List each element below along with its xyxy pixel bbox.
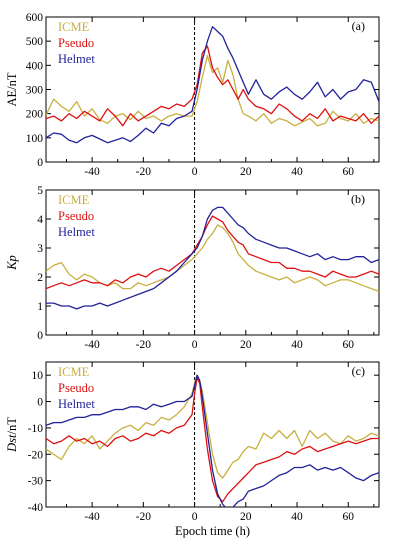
panel-b-ytick-label: 3 [37, 243, 43, 255]
panel-a-xtick-label: 0 [192, 166, 198, 178]
panel-c-legend-helmet: Helmet [58, 397, 95, 411]
panel-c-label: (c) [352, 364, 365, 378]
panel-b-xtick-label: 20 [240, 339, 252, 351]
panel-c-xtick-label: -20 [136, 511, 152, 523]
panel-a-series-helmet [46, 26, 379, 144]
panel-c-xtick-label: 0 [192, 511, 198, 523]
panel-a-ytick-label: 100 [26, 133, 44, 145]
panel-a: (a) AE/nT ICME Pseudo Helmet 01002003004… [5, 12, 380, 178]
panel-b-frame [45, 189, 380, 336]
panel-a-ytick-label: 200 [26, 109, 44, 121]
panel-a-legend-pseudo: Pseudo [58, 36, 94, 50]
panel-c-frame [45, 361, 380, 508]
panel-a-series-pseudo [46, 45, 379, 127]
panel-b-label: (b) [351, 192, 365, 206]
panel-a-legend-helmet: Helmet [58, 52, 95, 66]
panel-c-legend-pseudo: Pseudo [58, 381, 94, 395]
panel-a-ytick-label: 400 [26, 60, 44, 72]
panel-a-ytick-label: 0 [37, 157, 43, 169]
panel-b-xtick-label: 0 [192, 339, 198, 351]
panel-c-xtick-label: 40 [291, 511, 303, 523]
panel-b-series-pseudo [46, 215, 379, 290]
panel-c-series-helmet [46, 374, 379, 507]
panel-a-frame [45, 16, 380, 163]
panel-c-ytick-label: 10 [32, 370, 44, 382]
panel-c-ytick-label: 0 [37, 397, 43, 409]
panel-a-ytick-label: 300 [26, 85, 44, 97]
panel-b-ytick-label: 5 [37, 185, 43, 197]
panel-c-ytick-label: -40 [28, 502, 44, 514]
panel-b-xtick-label: -40 [84, 339, 100, 351]
panel-c-legend: ICME Pseudo Helmet [58, 365, 95, 411]
panel-c: (c) Dst/nT ICME Pseudo Helmet Epoch time… [5, 361, 380, 538]
panel-b-xtick-label: -20 [136, 339, 152, 351]
panel-a-ytick-label: 600 [26, 12, 44, 24]
panel-c-xtick-label: 20 [240, 511, 252, 523]
panel-a-series-icme [46, 55, 379, 127]
panel-b-series-helmet [46, 206, 379, 310]
panel-c-legend-icme: ICME [58, 365, 90, 379]
panel-c-series-pseudo [46, 377, 379, 503]
panel-b-ytick-label: 2 [37, 272, 43, 284]
panel-c-ytick-label: -30 [28, 476, 44, 488]
panel-a-label: (a) [352, 19, 365, 33]
panel-a-xtick-label: -40 [84, 166, 100, 178]
panel-a-legend-icme: ICME [58, 20, 90, 34]
panel-b-legend-helmet: Helmet [58, 225, 95, 239]
panel-c-xtick-label: 60 [343, 511, 355, 523]
panel-b-xtick-label: 60 [343, 339, 355, 351]
panel-c-ytick-label: -20 [28, 449, 44, 461]
panel-a-xtick-label: 60 [343, 166, 355, 178]
panel-a-xtick-label: 40 [291, 166, 303, 178]
panel-a-xtick-label: 20 [240, 166, 252, 178]
panel-b-ytick-label: 1 [37, 301, 43, 313]
panel-c-xtick-label: -40 [84, 511, 100, 523]
panel-b: (b) Kp ICME Pseudo Helmet 0 1 2 3 4 5 -40 -20 0 2… [5, 185, 380, 351]
panel-b-ytick-label: 0 [37, 330, 43, 342]
panel-c-ytick-label: -10 [28, 423, 44, 435]
panel-b-xtick-label: 40 [291, 339, 303, 351]
panel-b-ylabel: Kp [5, 255, 19, 271]
panel-b-ytick-label: 4 [37, 214, 43, 226]
panel-a-ytick-label: 500 [26, 36, 44, 48]
panel-c-series-icme [46, 374, 379, 479]
panel-c-ylabel: Dst/nT [5, 417, 19, 453]
panel-a-ylabel: AE/nT [5, 72, 19, 106]
panel-b-legend-pseudo: Pseudo [58, 209, 94, 223]
panel-b-legend-icme: ICME [58, 193, 90, 207]
panel-a-legend: ICME Pseudo Helmet [58, 20, 95, 66]
x-axis-label: Epoch time (h) [175, 524, 250, 538]
panel-b-legend: ICME Pseudo Helmet [58, 193, 95, 239]
panel-a-xtick-label: -20 [136, 166, 152, 178]
